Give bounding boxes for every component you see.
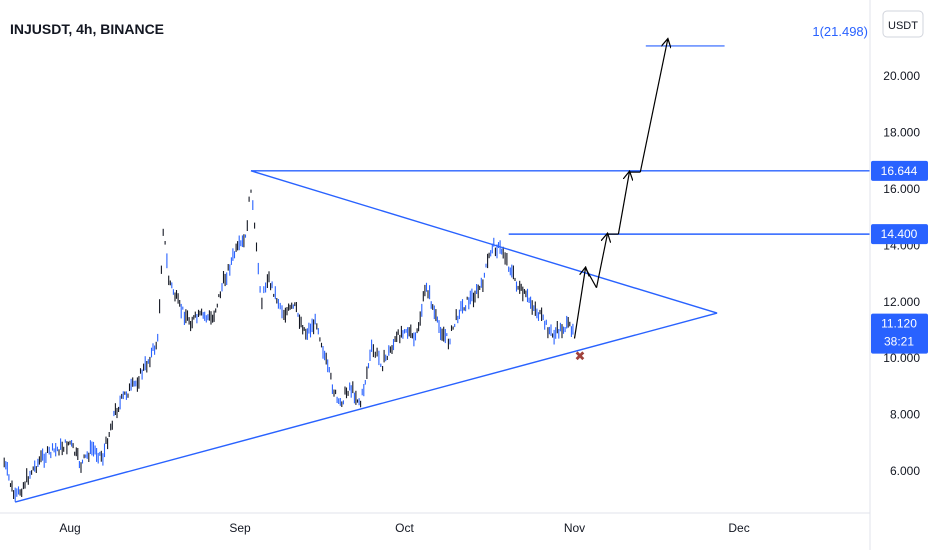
y-tick-label: 8.000 (890, 408, 920, 422)
price-axis[interactable]: 6.0008.00010.00012.00014.00016.00018.000… (871, 69, 928, 478)
y-tick-label: 10.000 (883, 351, 920, 365)
x-tick-label: Dec (728, 521, 749, 535)
price-series (3, 189, 574, 502)
time-axis[interactable]: Aug Sep Oct Nov Dec (59, 521, 749, 535)
level-badge-0 (871, 160, 928, 181)
y-tick-label: 18.000 (883, 126, 920, 140)
y-tick-label: 16.000 (883, 182, 920, 196)
chart-title: INJUSDT, 4h, BINANCE (10, 21, 164, 37)
horizontal-levels: 1(21.498) (250, 24, 870, 235)
invalidation-marker: ✖ (575, 349, 586, 364)
fib-target-label: 1(21.498) (812, 24, 868, 39)
x-tick-label: Aug (59, 521, 80, 535)
x-tick-label: Nov (564, 521, 585, 535)
triangle-lower-trendline (14, 312, 718, 503)
y-tick-label: 20.000 (883, 69, 920, 83)
price-axis-background (870, 0, 932, 550)
level-badge-1 (871, 224, 928, 245)
projection-segment (573, 268, 586, 339)
currency-label: USDT (888, 20, 918, 32)
candle-countdown-label: 38:21 (884, 335, 914, 349)
currency-badge[interactable] (882, 10, 924, 38)
y-tick-label: 6.000 (890, 464, 920, 478)
current-price-badge (871, 313, 928, 354)
projection-segment (639, 40, 667, 173)
level-badge-label: 16.644 (881, 164, 918, 178)
level-badge-label: 14.400 (881, 227, 918, 241)
y-tick-label: 12.000 (883, 295, 920, 309)
x-tick-label: Oct (395, 521, 414, 535)
symmetrical-triangle (14, 170, 718, 503)
projection-segment (617, 172, 629, 235)
projected-path: ✖ (573, 40, 668, 364)
projection-segment (584, 267, 598, 288)
projection-segment (595, 234, 608, 288)
x-tick-label: Sep (229, 521, 251, 535)
current-price-label: 11.120 (881, 317, 917, 331)
triangle-upper-trendline (250, 170, 718, 314)
